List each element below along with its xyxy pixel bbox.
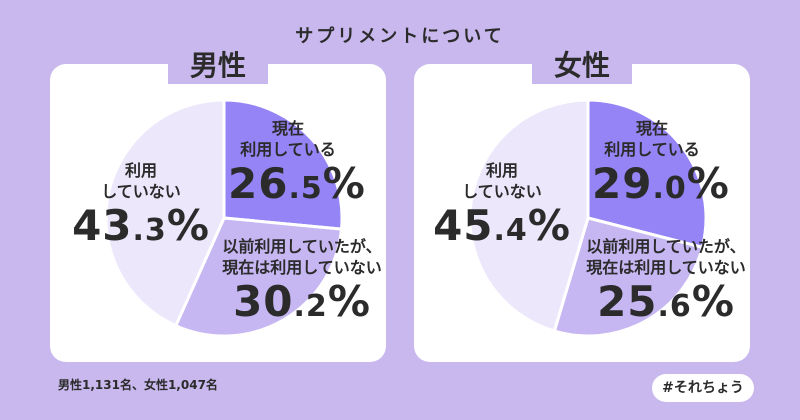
male-slice-never	[104, 98, 226, 328]
male-label-never-value: 43.3%	[72, 201, 210, 250]
male-label-current: 現在 利用している 26.5%	[228, 118, 366, 213]
female-label-never: 利用 していない 45.4%	[422, 160, 582, 255]
male-pie-chart	[104, 98, 344, 338]
male-label-never-name: 利用 していない	[101, 161, 181, 201]
female-panel: 女性 現在 利用している 29.0% 以前利用していたが、 現在は利用していない 2…	[414, 44, 750, 362]
female-slice-current	[586, 98, 708, 250]
male-label-past: 以前利用していたが、 現在は利用していない 30.2%	[218, 236, 386, 331]
male-slice-current	[222, 98, 344, 231]
female-label-past: 以前利用していたが、 現在は利用していない 25.6%	[582, 236, 750, 331]
female-heading: 女性	[532, 44, 632, 84]
male-label-never: 利用 していない 43.3%	[66, 160, 216, 255]
female-label-current-name: 現在 利用している	[604, 119, 700, 159]
female-label-past-value: 25.6%	[597, 277, 735, 326]
female-pie-chart	[468, 98, 708, 338]
female-label-current-value: 29.0%	[592, 159, 730, 208]
male-label-current-name: 現在 利用している	[240, 119, 336, 159]
female-slice-never	[468, 98, 590, 333]
male-heading: 男性	[168, 44, 268, 84]
female-label-never-name: 利用 していない	[462, 161, 542, 201]
male-panel: 男性 現在 利用している 26.5% 以前利用していたが、 現在は利用していない 3…	[50, 44, 386, 362]
sample-size-note: 男性1,131名、女性1,047名	[58, 378, 218, 392]
male-label-past-name: 以前利用していたが、 現在は利用していない	[222, 237, 382, 277]
male-slice-past	[173, 216, 344, 338]
female-label-never-value: 45.4%	[433, 201, 571, 250]
hashtag-badge: #それちょう	[652, 374, 754, 402]
female-label-past-name: 以前利用していたが、 現在は利用していない	[586, 237, 746, 277]
male-label-past-value: 30.2%	[233, 277, 371, 326]
female-slice-past	[552, 216, 705, 338]
female-label-current: 現在 利用している 29.0%	[592, 118, 730, 213]
male-label-current-value: 26.5%	[228, 159, 366, 208]
chart-title: サプリメントについて	[295, 26, 505, 47]
